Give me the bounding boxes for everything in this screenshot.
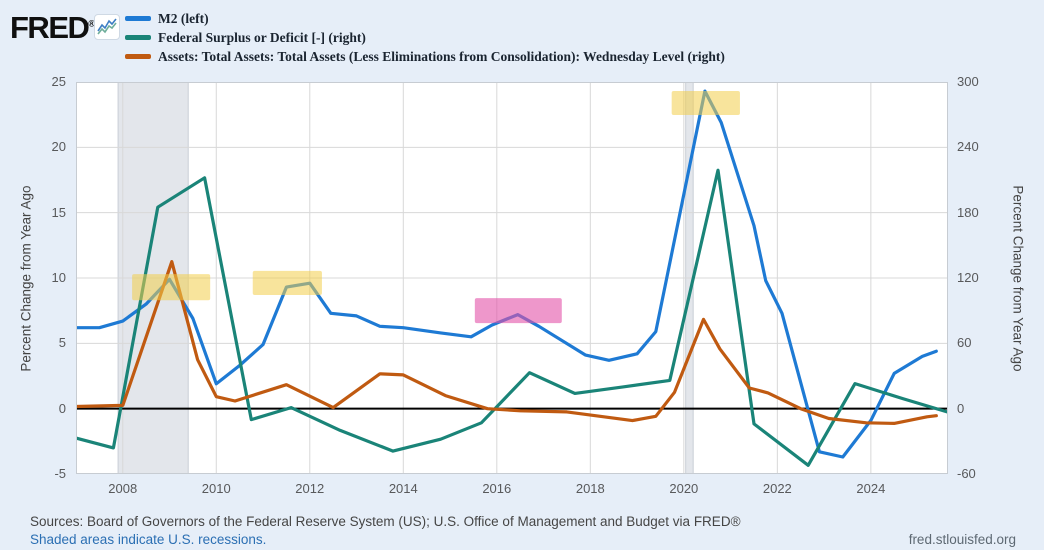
right-axis-title: Percent Change from Year Ago [1010,185,1026,372]
y-tick-left-15: 15 [51,204,66,220]
x-tick-2008: 2008 [108,481,138,496]
plot-area[interactable] [76,82,948,474]
y-tick-left-5: 5 [58,335,66,351]
x-tick-2012: 2012 [295,481,325,496]
x-tick-2024: 2024 [856,481,886,496]
highlight-yellow-3 [671,91,740,116]
legend-item-2: Assets: Total Assets: Total Assets (Less… [125,47,725,66]
series-line-2 [76,260,938,425]
legend-item-0: M2 (left) [125,9,725,28]
y-tick-left-0: 0 [58,400,66,416]
x-tick-2020: 2020 [669,481,699,496]
x-tick-2018: 2018 [575,481,605,496]
highlight-yellow-0 [132,274,211,301]
y-tick-right-300: 300 [957,74,979,89]
left-axis-title: Percent Change from Year Ago [18,185,34,372]
y-tick-right-180: 180 [957,204,979,220]
x-tick-2010: 2010 [201,481,231,496]
y-tick-right-0: 0 [957,400,965,416]
legend-swatch [125,35,151,40]
legend-item-1: Federal Surplus or Deficit [-] (right) [125,28,725,47]
y-tick-left-25: 25 [51,74,66,89]
y-tick-right--60: -60 [957,466,976,481]
legend-label: M2 (left) [158,10,209,26]
fred-sparkline-icon [94,14,120,40]
x-tick-2016: 2016 [482,481,512,496]
y-tick-left-20: 20 [51,139,66,155]
legend-swatch [125,16,151,21]
x-tick-2022: 2022 [762,481,792,496]
highlight-yellow-1 [252,270,322,295]
y-tick-right-60: 60 [957,335,972,351]
legend-label: Assets: Total Assets: Total Assets (Less… [158,48,725,64]
y-tick-left-10: 10 [51,270,66,285]
series-line-1 [76,168,948,467]
legend-swatch [125,54,151,59]
recession-note-link[interactable]: Shaded areas indicate U.S. recessions. [30,532,267,547]
chart-legend: M2 (left) Federal Surplus or Deficit [-] … [125,9,725,66]
legend-label: Federal Surplus or Deficit [-] (right) [158,29,366,45]
y-tick-left--5: -5 [54,466,66,481]
y-tick-right-120: 120 [957,270,979,285]
plot-border [76,82,948,474]
y-tick-right-240: 240 [957,139,979,155]
sources-text: Sources: Board of Governors of the Feder… [30,514,741,529]
x-tick-2014: 2014 [388,481,418,496]
highlight-pink-2 [474,298,562,324]
fred-site-link[interactable]: fred.stlouisfed.org [908,532,1016,547]
registered-mark: ® [88,18,96,29]
fred-logo[interactable]: FRED® [10,10,96,45]
